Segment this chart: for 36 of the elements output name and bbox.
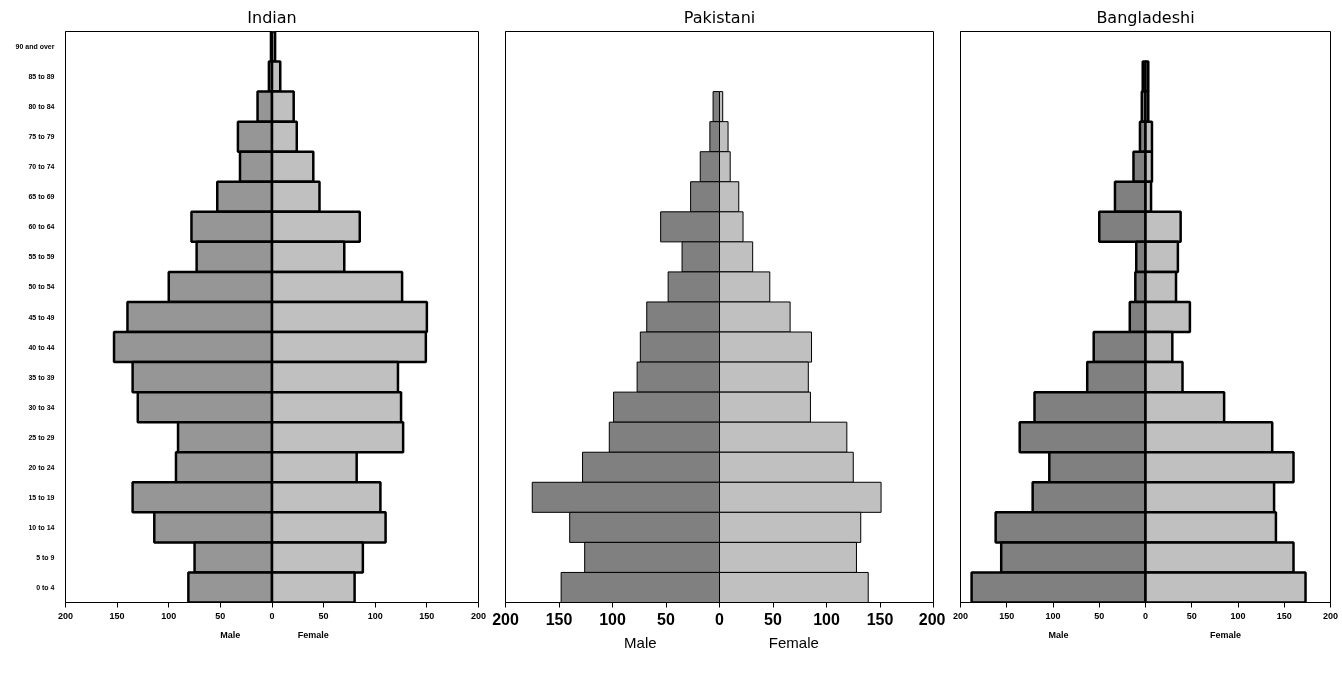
x-tick-label: 150 — [109, 610, 125, 621]
text: Female — [297, 629, 329, 640]
x-tick-label: 150 — [545, 610, 573, 628]
x-tick-label: 150 — [999, 610, 1015, 621]
x-tick-label: 200 — [918, 610, 946, 628]
x-tick-label: 50 — [1186, 610, 1197, 621]
x-tick-label: 100 — [599, 610, 626, 628]
x-tick-label: 50 — [657, 610, 675, 628]
x-tick-label: 200 — [470, 610, 487, 621]
text: Male — [624, 633, 657, 651]
chart-title: Bangladeshi — [1096, 7, 1195, 27]
x-tick-label: 100 — [813, 610, 840, 628]
x-tick-label: 50 — [764, 610, 782, 628]
x-tick-label: 150 — [419, 610, 435, 621]
x-tick-label: 0 — [1143, 610, 1149, 621]
x-tick-label: 50 — [1094, 610, 1105, 621]
x-tick-label: 150 — [1276, 610, 1292, 621]
chart-title: Pakistani — [683, 7, 756, 27]
x-tick-label: 50 — [318, 610, 329, 621]
x-tick-label: 0 — [269, 610, 275, 621]
x-tick-label: 0 — [715, 610, 725, 628]
x-tick-label: 100 — [367, 610, 383, 621]
text: Male — [220, 629, 241, 640]
text: Female — [1210, 629, 1242, 640]
text: Female — [768, 633, 819, 651]
x-tick-label: 100 — [1230, 610, 1246, 621]
chart-title: Indian — [247, 7, 297, 27]
x-tick-label: 50 — [215, 610, 226, 621]
x-tick-label: 150 — [866, 610, 894, 628]
x-tick-label: 200 — [1322, 610, 1339, 621]
x-tick-label: 200 — [57, 610, 74, 621]
text: Male — [1048, 629, 1069, 640]
x-tick-label: 100 — [161, 610, 177, 621]
x-tick-label: 100 — [1045, 610, 1061, 621]
x-tick-label: 200 — [492, 610, 519, 628]
x-tick-label: 200 — [952, 610, 969, 621]
